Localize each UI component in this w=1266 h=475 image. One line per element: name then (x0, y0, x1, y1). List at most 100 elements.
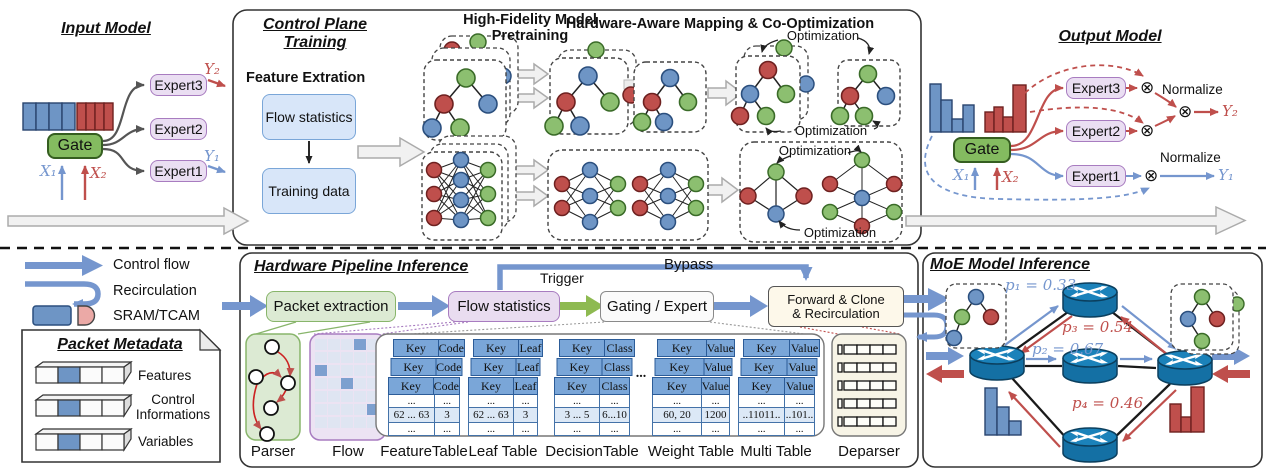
high-fidelity-title: High-Fidelity Model Pretraining (463, 12, 597, 45)
metadata-variables-label: Variables (138, 434, 194, 449)
leaf-table: Key Leaf Key Leaf Key Leaf ...... 62 ... 63… (468, 339, 543, 436)
x2-label-input: X₂ (90, 164, 107, 182)
moe-red-flows (1008, 315, 1177, 448)
td: ... (610, 423, 619, 435)
feature-extraction-label: Feature Extration (246, 70, 366, 86)
forward-clone-box: Forward & Clone & Recirculation (768, 286, 904, 327)
td: ... (389, 423, 435, 435)
pipeline-title: Hardware Pipeline Inference (254, 258, 469, 275)
flow-statistics-box: Flow statistics (448, 291, 560, 322)
th-col: Value (701, 378, 729, 393)
p1-label: p₁ = 0.33 (1005, 276, 1077, 294)
x2-label-output: X₂ (1002, 168, 1019, 186)
output-red-hist (984, 84, 1027, 133)
th-key: Key (555, 378, 600, 394)
moe-red-hist (1169, 386, 1205, 433)
td: 62 ... 63 (389, 408, 435, 422)
td: 62 ... 63 (469, 408, 514, 422)
deparser-rows (837, 344, 897, 427)
gate-to-expert-arrows (102, 81, 145, 175)
td: 3 ... 5 (555, 408, 600, 422)
th-key: Key (389, 378, 434, 394)
legend-recirculation: Recirculation (113, 283, 197, 299)
router-right (1156, 349, 1214, 387)
th-col: Value (785, 378, 814, 393)
th-key: Key (739, 378, 785, 394)
th-key: Key (394, 340, 439, 356)
metadata-control-informations-label: Control Informations (135, 392, 211, 423)
expert2-box-input: Expert2 (150, 118, 207, 140)
y1-input-arrow (207, 164, 226, 174)
th-col: Class (603, 359, 630, 374)
y1-label-input: Y₁ (204, 147, 220, 165)
td: ... (610, 395, 619, 407)
deparser-callout-lines (799, 326, 901, 335)
th-key: Key (474, 340, 519, 356)
th-key: Key (742, 359, 788, 375)
th-col: Value (790, 340, 819, 355)
th-key: Key (558, 359, 603, 375)
p4-label: p₄ = 0.46 (1072, 394, 1144, 412)
x1-label-output: X₁ (953, 166, 970, 184)
trigger-label: Trigger (540, 270, 584, 286)
td: ... (521, 395, 530, 407)
y2-input-arrow (207, 78, 226, 88)
td: ... (653, 423, 702, 435)
training-data-box: Training data (262, 168, 356, 214)
td: ... (555, 395, 600, 407)
y1-label-output: Y₁ (1218, 166, 1234, 184)
gating-expert-box: Gating / Expert (600, 291, 714, 322)
moe-io-blue (926, 347, 1250, 365)
td: ... (555, 423, 600, 435)
stage-label-decisiontable: DecisionTable (545, 443, 639, 460)
pretrain-tree-stack (422, 33, 519, 141)
normalize-label-bottom: Normalize (1160, 150, 1221, 165)
bypass-line (497, 264, 813, 290)
td: ..101.. (785, 409, 814, 421)
stage-label-featuretable: FeatureTable (380, 443, 468, 460)
coopt-tree-group (730, 37, 901, 136)
optimization-label-2: Optimization (794, 123, 868, 138)
legend-graphics (25, 255, 133, 453)
multiply-icon-e3: ⊗ (1140, 78, 1155, 98)
td: ... (739, 395, 785, 407)
expert1-box-input: Expert1 (150, 160, 207, 182)
stage-label-flow: Flow (332, 443, 364, 460)
moe-tree-right (1170, 283, 1245, 355)
td: ... (469, 423, 514, 435)
th-col: Code (433, 378, 459, 393)
th-key: Key (744, 340, 790, 356)
th-col: Code (438, 340, 464, 355)
input-model-graphics (22, 78, 226, 200)
moe-blue-hist (984, 387, 1022, 436)
weight-table: Key Value Key Value Key Value ...... 60, 20… (652, 339, 735, 436)
td: ... (739, 423, 785, 435)
x1-label-input: X₁ (40, 162, 57, 180)
flow-callout-lines (313, 321, 469, 335)
input-model-title: Input Model (61, 20, 151, 37)
td: ... (653, 395, 702, 407)
th-col: Value (788, 359, 816, 374)
metadata-features-label: Features (138, 368, 192, 383)
flow-arrows-gray (7, 62, 1247, 236)
th-col: Leaf (519, 340, 542, 355)
output-model-graphics (924, 64, 1219, 201)
optimization-label-1: Optimization (786, 28, 860, 43)
td: ... (795, 395, 804, 407)
th-col: Code (436, 359, 462, 374)
multi-table: Key Value Key Value Key Value ...... ..1101… (738, 339, 820, 436)
input-blue-bars (22, 102, 76, 131)
feature-table: Key Code Key Code Key Code ...... 62 ... 63… (388, 339, 465, 436)
td: ... (469, 395, 514, 407)
packet-metadata-title: Packet Metadata (57, 336, 183, 353)
gate-box-input: Gate (47, 133, 103, 159)
input-red-bars (76, 102, 114, 131)
td: 60, 20 (653, 408, 702, 422)
router-left (968, 344, 1026, 382)
optimization-label-3: Optimization (778, 143, 852, 158)
control-plane-title: Control Plane Training (262, 16, 367, 51)
th-key: Key (469, 378, 514, 394)
multiply-icon-e2: ⊗ (1140, 121, 1155, 141)
td: ... (389, 395, 435, 407)
